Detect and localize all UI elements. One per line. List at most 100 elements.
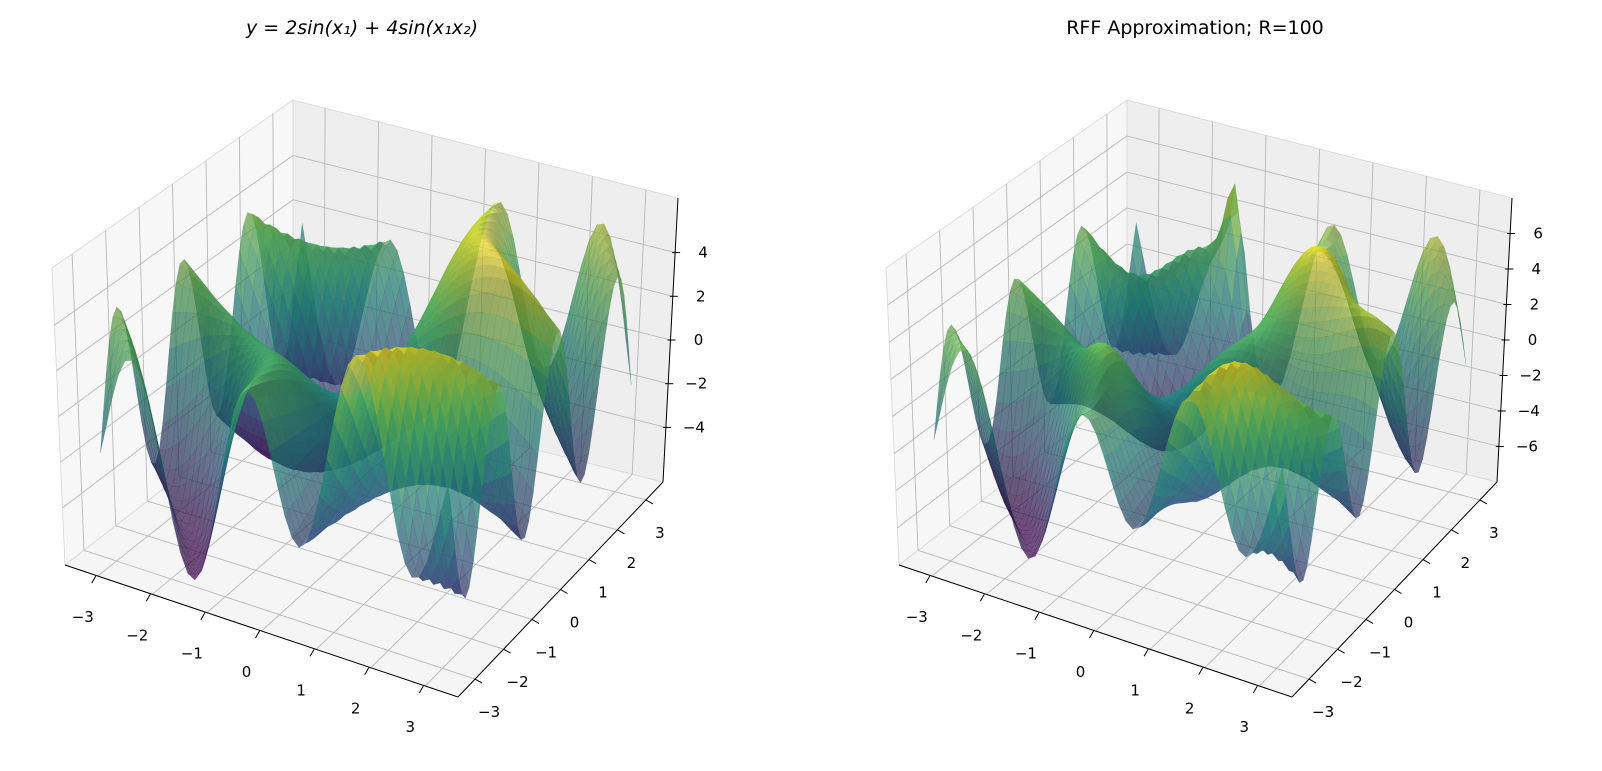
- z-tick-label: −2: [1520, 367, 1542, 385]
- x-tick-mark: [364, 667, 370, 675]
- y-tick-label: 2: [1461, 554, 1471, 572]
- x-tick-label: 3: [1240, 718, 1250, 736]
- z-tick-label: −2: [685, 375, 707, 393]
- z-tick-label: 4: [1532, 260, 1542, 278]
- y-tick-label: −1: [1369, 643, 1391, 661]
- surface-facet: [304, 262, 316, 305]
- x-tick-mark: [255, 630, 260, 639]
- y-tick-mark: [503, 648, 511, 654]
- x-tick-mark: [1198, 667, 1204, 675]
- left-plot-title: y = 2sin(x₁) + 4sin(x₁x₂): [245, 17, 478, 39]
- y-tick-label: 3: [1489, 524, 1499, 542]
- y-gridline: [83, 549, 476, 680]
- surface-facet: [493, 230, 505, 254]
- surface-facet: [623, 313, 632, 385]
- x-tick-mark: [1252, 685, 1258, 694]
- surface-facet: [392, 249, 404, 289]
- y-tick-label: −3: [1312, 703, 1334, 721]
- x-tick-label: −3: [906, 608, 928, 626]
- z-tick-label: 4: [698, 244, 708, 262]
- z-tick-label: −4: [1518, 402, 1540, 420]
- z-gridline: [54, 155, 294, 326]
- surface-facet: [172, 519, 185, 561]
- y-tick-mark: [617, 529, 625, 535]
- x-tick-mark: [200, 612, 206, 620]
- surface-facet: [373, 266, 385, 308]
- surface-facet: [381, 245, 394, 277]
- surface-facet: [130, 356, 145, 420]
- y-tick-label: 3: [655, 524, 665, 542]
- surface-facet: [326, 264, 338, 305]
- x-tick-label: −1: [1015, 645, 1037, 663]
- x-tick-label: 2: [351, 700, 361, 718]
- z-tick-label: −6: [1516, 438, 1538, 456]
- x-tick-label: −3: [72, 608, 94, 626]
- y-gridline: [178, 476, 561, 590]
- y-tick-mark: [474, 678, 483, 684]
- y-tick-mark: [531, 618, 540, 624]
- surface-facet: [377, 254, 390, 292]
- x-tick-label: −2: [126, 626, 148, 644]
- y-tick-mark: [1308, 678, 1317, 684]
- x-tick-mark: [979, 594, 985, 602]
- surface-facet: [315, 263, 327, 304]
- x-tick-mark: [1034, 612, 1040, 620]
- y-tick-mark: [1479, 499, 1488, 505]
- x-tick-label: 3: [406, 718, 416, 736]
- x-tick-label: −1: [181, 645, 203, 663]
- y-tick-label: −3: [478, 703, 500, 721]
- surface-facet: [497, 233, 508, 262]
- x-tick-label: 0: [1076, 663, 1086, 681]
- y-tick-mark: [1451, 529, 1459, 535]
- y-tick-label: −1: [535, 643, 557, 661]
- surface-facet: [494, 222, 506, 244]
- z-tick-label: 6: [1533, 225, 1543, 243]
- surface-facet: [509, 233, 520, 271]
- y-tick-mark: [560, 589, 568, 594]
- y-tick-mark: [1337, 648, 1345, 654]
- surface-facet: [332, 283, 345, 328]
- z-gridline: [292, 154, 676, 254]
- surface-facet: [141, 421, 155, 467]
- surface-facet: [495, 212, 507, 231]
- y-tick-label: 1: [1432, 584, 1442, 602]
- x-tick-mark: [925, 575, 931, 584]
- x-tick-label: −2: [960, 626, 982, 644]
- x-tick-mark: [1143, 649, 1149, 657]
- y-tick-mark: [1365, 618, 1374, 624]
- right-plot-title: RFF Approximation; R=100: [1066, 17, 1324, 39]
- x-tick-mark: [1089, 630, 1094, 639]
- x-tick-mark: [91, 575, 97, 584]
- y-tick-label: 2: [627, 554, 637, 572]
- surface-facet: [343, 286, 356, 331]
- y-tick-mark: [588, 559, 597, 565]
- surface-facet: [341, 255, 353, 288]
- surface-facet: [499, 212, 511, 235]
- surface-facet: [388, 261, 400, 304]
- y-tick-label: 0: [570, 614, 580, 632]
- z-tick-label: −4: [683, 418, 705, 436]
- y-tick-mark: [1394, 589, 1402, 594]
- y-tick-label: −2: [507, 673, 529, 691]
- x-tick-label: 2: [1185, 700, 1195, 718]
- x-tick-mark: [418, 685, 424, 694]
- surface-facet: [498, 223, 509, 250]
- x-tick-label: 1: [1130, 681, 1140, 699]
- surface-facet: [170, 500, 183, 543]
- y-tick-label: −2: [1341, 673, 1363, 691]
- y-tick-mark: [1422, 559, 1431, 565]
- surface-facet: [380, 290, 392, 337]
- x-tick-label: 1: [296, 681, 306, 699]
- x-tick-label: 0: [242, 663, 252, 681]
- x-tick-mark: [145, 594, 151, 602]
- z-tick-label: 2: [1530, 296, 1540, 314]
- z-tick-label: 0: [1528, 331, 1538, 349]
- y-tick-label: 0: [1404, 614, 1414, 632]
- y-tick-mark: [645, 499, 654, 505]
- z-tick-label: 0: [694, 331, 704, 349]
- y-tick-label: 1: [598, 584, 608, 602]
- surface-facet: [141, 390, 156, 452]
